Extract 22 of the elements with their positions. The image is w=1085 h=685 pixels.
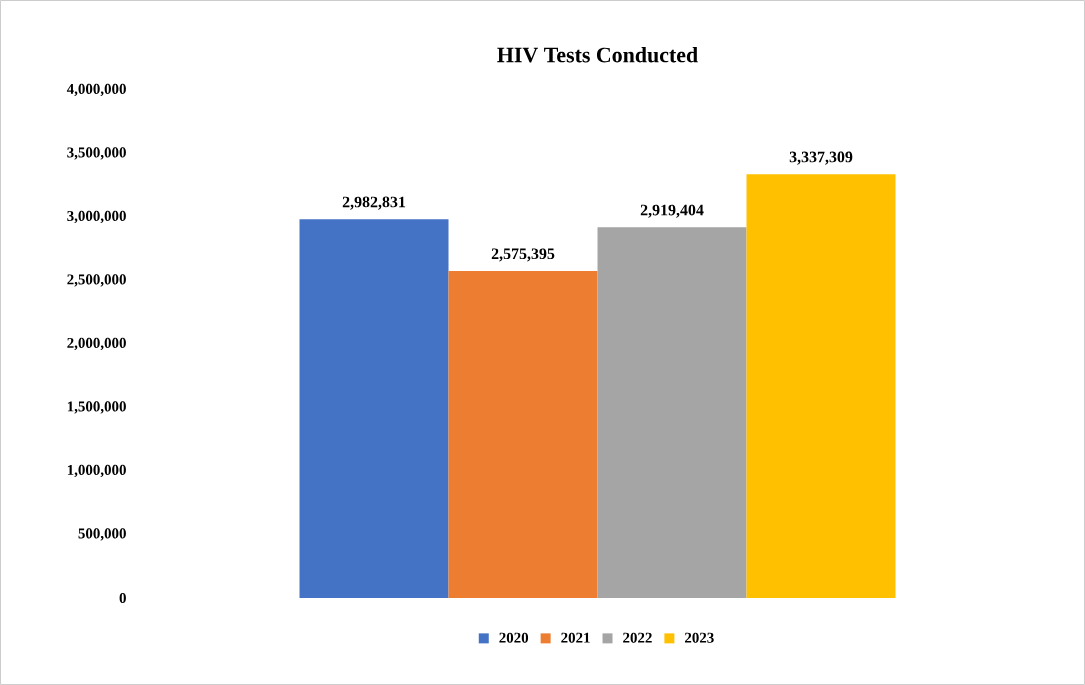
data-label: 2,919,404 <box>640 204 704 218</box>
y-tick-label: 1,000,000 <box>67 464 126 478</box>
data-label: 2,575,395 <box>491 248 555 262</box>
data-label: 2,982,831 <box>342 196 406 210</box>
y-tick-label: 3,000,000 <box>67 210 126 224</box>
bar <box>448 270 598 598</box>
y-tick-label: 1,500,000 <box>67 401 126 414</box>
bar <box>299 219 449 598</box>
legend-label: 2020 <box>499 632 529 643</box>
data-label: 3,337,309 <box>789 151 853 165</box>
y-tick-label: 0 <box>119 592 126 604</box>
y-tick-label: 3,500,000 <box>67 147 126 160</box>
bar <box>597 227 747 598</box>
y-tick-label: 2,000,000 <box>67 337 126 351</box>
legend-label: 2023 <box>685 632 714 643</box>
bar <box>746 174 896 598</box>
y-tick-label: 2,500,000 <box>67 274 126 287</box>
chart-title: HIV Tests Conducted <box>497 46 698 63</box>
legend-label: 2022 <box>623 632 652 643</box>
legend-label: 2021 <box>561 632 590 643</box>
y-tick-label: 500,000 <box>78 528 126 541</box>
y-tick-label: 4,000,000 <box>66 83 126 97</box>
